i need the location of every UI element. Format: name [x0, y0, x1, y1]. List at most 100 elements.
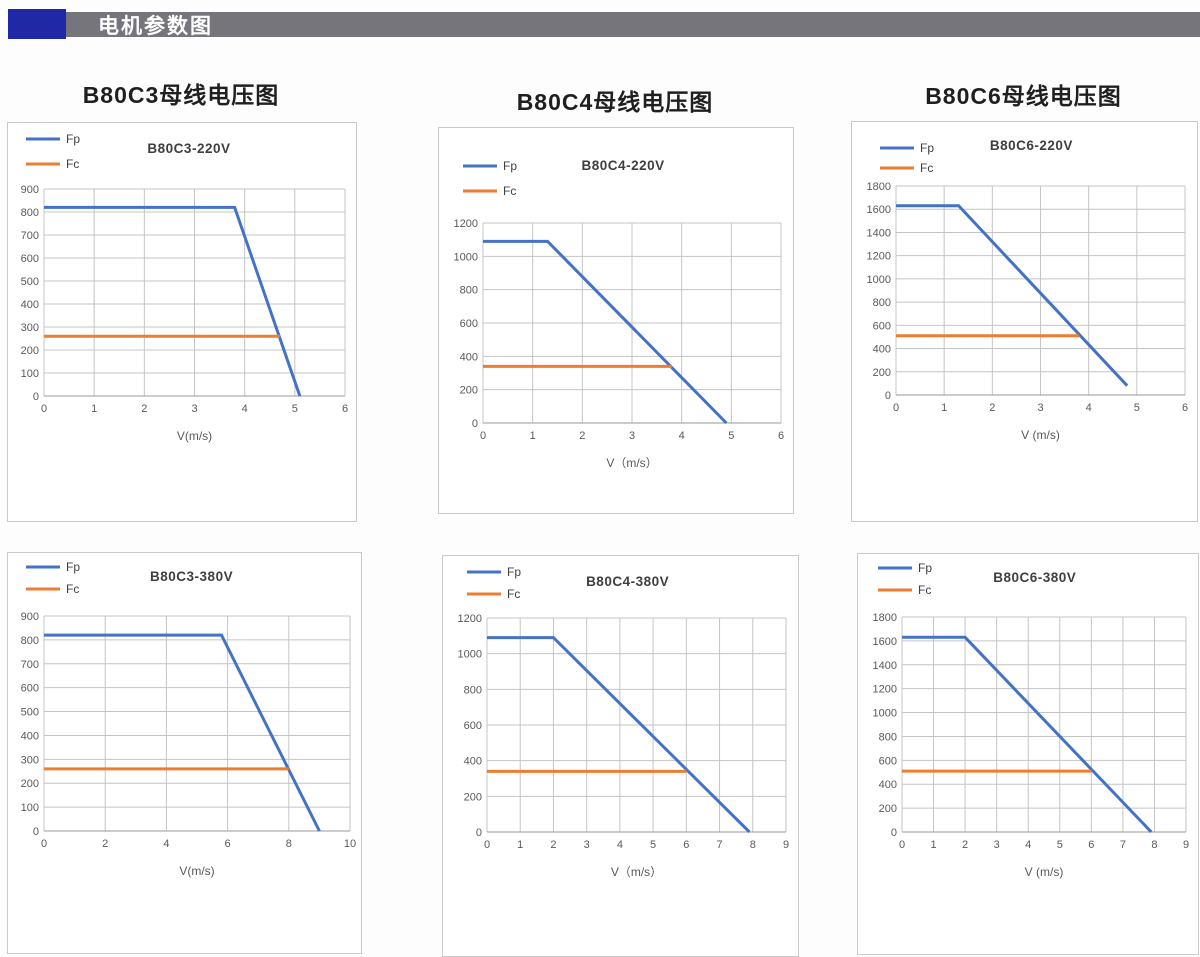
page-title: 电机参数图	[98, 15, 213, 38]
y-tick-label: 800	[873, 297, 891, 309]
y-tick-label: 0	[33, 826, 39, 838]
chart-b80c6-380v: 0 1 2 3 4 5 6 7 8 9 0 200 400 600 800 1000 1200 1400 1600 1…	[857, 553, 1199, 955]
series-line-fp	[487, 636, 751, 834]
chart-canvas: 0 1 2 3 4 5 6 7 8 9 0 200 400 600 800 1000 1200 1400 1600 1…	[873, 561, 1190, 879]
y-tick-label: 500	[21, 707, 39, 719]
y-tick-label: 200	[873, 367, 891, 379]
x-tick-label: 6	[778, 430, 784, 442]
y-tick-label: 1000	[454, 251, 478, 263]
x-tick-label: 2	[102, 838, 108, 850]
y-tick-label: 900	[21, 611, 39, 623]
y-tick-label: 1400	[873, 660, 897, 672]
y-tick-label: 1000	[458, 649, 482, 661]
x-tick-label: 8	[750, 839, 756, 851]
y-tick-label: 200	[879, 803, 897, 815]
chart-title: B80C3-220V	[147, 141, 230, 156]
chart-b80c4-380v: 0 1 2 3 4 5 6 7 8 9 0 200 400 600 800 1000 1200 Fp Fc B80C4…	[442, 555, 799, 957]
x-tick-label: 2	[141, 403, 147, 415]
x-tick-label: 8	[1151, 839, 1157, 851]
y-tick-label: 900	[21, 184, 39, 196]
y-tick-label: 700	[21, 659, 39, 671]
y-tick-label: 600	[21, 683, 39, 695]
chart-title: B80C6-220V	[990, 138, 1073, 153]
x-tick-label: 5	[728, 430, 734, 442]
y-tick-label: 0	[885, 390, 891, 402]
legend-label-fp: Fp	[66, 132, 80, 146]
legend-label-fc: Fc	[503, 184, 516, 198]
y-tick-label: 300	[21, 322, 39, 334]
y-tick-label: 1200	[873, 684, 897, 696]
x-tick-label: 6	[342, 403, 348, 415]
x-axis-label: V(m/s)	[177, 429, 212, 443]
x-axis-label: V（m/s）	[611, 865, 662, 879]
x-tick-label: 4	[163, 838, 169, 850]
chart-canvas: 0 1 2 3 4 5 6 0 100 200 300 400 500 600 700 800 900 Fp Fc B…	[21, 132, 348, 443]
x-axis-label: V (m/s)	[1025, 865, 1064, 879]
chart-b80c4-220v: 0 1 2 3 4 5 6 0 200 400 600 800 1000 1200 Fp Fc B80C4-22…	[438, 127, 794, 514]
y-tick-label: 1200	[458, 613, 482, 625]
y-tick-label: 600	[879, 755, 897, 767]
x-tick-label: 4	[242, 403, 248, 415]
y-tick-label: 600	[464, 720, 482, 732]
legend-label-fp: Fp	[66, 560, 80, 574]
y-tick-label: 1000	[873, 708, 897, 720]
section-header-bar	[30, 12, 1200, 37]
y-tick-label: 400	[21, 299, 39, 311]
series-line-fp	[44, 633, 321, 832]
y-tick-label: 1400	[867, 227, 891, 239]
y-tick-label: 1800	[873, 612, 897, 624]
legend-label-fp: Fp	[503, 159, 517, 173]
legend-label-fp: Fp	[507, 565, 521, 579]
x-tick-label: 2	[550, 839, 556, 851]
y-tick-label: 800	[464, 684, 482, 696]
y-tick-label: 400	[873, 344, 891, 356]
y-tick-label: 0	[476, 827, 482, 839]
x-tick-label: 0	[899, 839, 905, 851]
x-tick-label: 5	[292, 403, 298, 415]
x-tick-label: 6	[1088, 839, 1094, 851]
series-line-fp	[44, 205, 302, 397]
chart-title: B80C6-380V	[993, 570, 1076, 585]
x-tick-label: 4	[617, 839, 623, 851]
chart-title: B80C4-220V	[582, 158, 665, 173]
y-tick-label: 1200	[454, 218, 478, 230]
header-accent-block	[8, 9, 66, 39]
y-tick-label: 1200	[867, 251, 891, 263]
y-tick-label: 100	[21, 802, 39, 814]
x-tick-label: 10	[344, 838, 356, 850]
y-tick-label: 1600	[873, 636, 897, 648]
y-tick-label: 700	[21, 230, 39, 242]
x-tick-label: 4	[679, 430, 685, 442]
y-tick-label: 300	[21, 754, 39, 766]
y-tick-label: 400	[21, 730, 39, 742]
x-tick-label: 6	[1182, 402, 1188, 414]
x-tick-label: 2	[579, 430, 585, 442]
x-tick-label: 4	[1025, 839, 1031, 851]
series-line-fp	[483, 239, 728, 425]
x-tick-label: 4	[1086, 402, 1092, 414]
x-tick-label: 1	[91, 403, 97, 415]
legend-label-fc: Fc	[918, 583, 931, 597]
y-tick-label: 800	[21, 207, 39, 219]
y-tick-label: 0	[891, 827, 897, 839]
chart-b80c3-220v: 0 1 2 3 4 5 6 0 100 200 300 400 500 600 700 800 900 Fp Fc B…	[7, 122, 357, 522]
x-tick-label: 0	[41, 838, 47, 850]
chart-b80c3-380v: 0 2 4 6 8 10 0 100 200 300 400 500 600 700 800 900 Fp Fc B…	[7, 552, 362, 954]
chart-title: B80C4-380V	[586, 574, 669, 589]
x-tick-label: 3	[191, 403, 197, 415]
y-tick-label: 400	[464, 756, 482, 768]
chart-title: B80C3-380V	[150, 569, 233, 584]
y-tick-label: 0	[33, 391, 39, 403]
y-tick-label: 600	[873, 320, 891, 332]
y-tick-label: 200	[460, 385, 478, 397]
legend-label-fc: Fc	[66, 157, 79, 171]
x-axis-label: V(m/s)	[179, 864, 214, 878]
y-tick-label: 800	[879, 731, 897, 743]
x-tick-label: 1	[517, 839, 523, 851]
y-tick-label: 800	[21, 635, 39, 647]
y-tick-label: 200	[464, 791, 482, 803]
x-tick-label: 8	[286, 838, 292, 850]
x-tick-label: 0	[480, 430, 486, 442]
x-tick-label: 1	[530, 430, 536, 442]
x-tick-label: 0	[484, 839, 490, 851]
